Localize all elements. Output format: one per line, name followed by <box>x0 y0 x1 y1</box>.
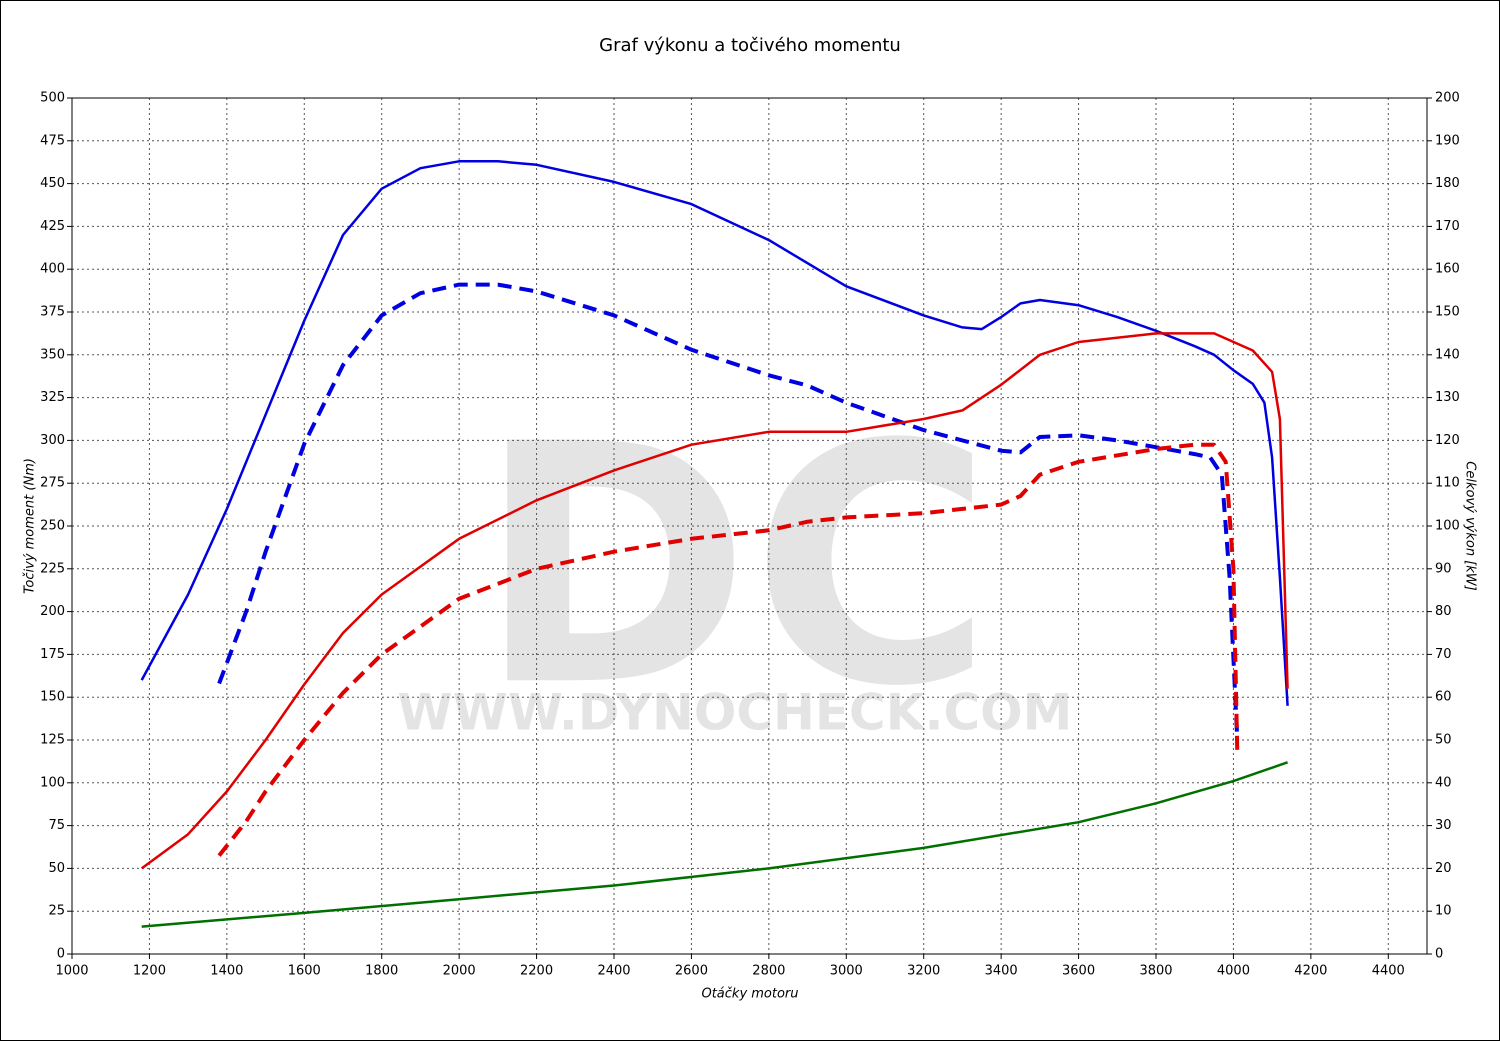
series-line <box>217 442 1240 857</box>
y-tick-label: 0 <box>57 947 65 962</box>
y-tick-label: 50 <box>48 861 65 876</box>
y-tick-label: 225 <box>40 561 65 576</box>
x-tick-label: 1400 <box>210 964 243 979</box>
x-tick-label: 1800 <box>365 964 398 979</box>
x-tick-label: 3000 <box>830 964 863 979</box>
x-tick-label: 1000 <box>55 964 88 979</box>
x-tick-label: 3200 <box>907 964 940 979</box>
x-tick-label: 1200 <box>133 964 166 979</box>
x-tick-label: 3400 <box>985 964 1018 979</box>
x-tick-label: 2600 <box>675 964 708 979</box>
y2-tick-label: 30 <box>1435 818 1452 833</box>
y-axis-title: Točivý moment (Nm) <box>23 458 38 594</box>
x-tick-label: 3800 <box>1139 964 1172 979</box>
y-tick-label: 400 <box>40 262 65 277</box>
series-line <box>140 160 1289 706</box>
y2-tick-label: 70 <box>1435 647 1452 662</box>
y-tick-label: 175 <box>40 647 65 662</box>
x-tick-label: 2400 <box>597 964 630 979</box>
y2-tick-label: 40 <box>1435 775 1452 790</box>
y2-tick-label: 170 <box>1435 219 1460 234</box>
y2-tick-label: 20 <box>1435 861 1452 876</box>
y2-tick-label: 120 <box>1435 433 1460 448</box>
y2-tick-label: 80 <box>1435 604 1452 619</box>
y-tick-label: 300 <box>40 433 65 448</box>
y-tick-label: 375 <box>40 305 65 320</box>
series-line <box>140 332 1289 870</box>
y2-tick-label: 0 <box>1435 947 1443 962</box>
y-tick-label: 350 <box>40 347 65 362</box>
y2-tick-label: 110 <box>1435 476 1460 491</box>
y2-tick-label: 50 <box>1435 733 1452 748</box>
x-tick-label: 2200 <box>520 964 553 979</box>
x-tick-label: 4200 <box>1294 964 1327 979</box>
x-axis-title: Otáčky motoru <box>701 987 798 1002</box>
y2-tick-label: 200 <box>1435 91 1460 106</box>
y-tick-label: 150 <box>40 690 65 705</box>
y2-tick-label: 180 <box>1435 176 1460 191</box>
x-tick-label: 1600 <box>288 964 321 979</box>
y-tick-label: 325 <box>40 390 65 405</box>
y2-axis-title: Celkový výkon [kW] <box>1463 461 1478 590</box>
y2-tick-label: 150 <box>1435 305 1460 320</box>
y2-tick-label: 90 <box>1435 561 1452 576</box>
plot-border <box>71 97 1428 955</box>
y-tick-label: 450 <box>40 176 65 191</box>
x-tick-label: 2000 <box>443 964 476 979</box>
y2-tick-label: 160 <box>1435 262 1460 277</box>
y2-tick-label: 60 <box>1435 690 1452 705</box>
y-tick-label: 75 <box>48 818 65 833</box>
series-line <box>217 282 1240 741</box>
y-tick-label: 425 <box>40 219 65 234</box>
y-tick-label: 500 <box>40 91 65 106</box>
y2-tick-label: 100 <box>1435 519 1460 534</box>
y2-tick-label: 140 <box>1435 347 1460 362</box>
y-tick-label: 125 <box>40 733 65 748</box>
y-tick-label: 275 <box>40 476 65 491</box>
y-tick-label: 25 <box>48 904 65 919</box>
x-tick-label: 4400 <box>1372 964 1405 979</box>
series-line <box>141 761 1289 928</box>
x-tick-label: 4000 <box>1217 964 1250 979</box>
y-tick-label: 475 <box>40 133 65 148</box>
x-tick-label: 2800 <box>752 964 785 979</box>
x-tick-label: 3600 <box>1062 964 1095 979</box>
watermark-url: WWW.DYNOCHECK.COM <box>398 684 1073 742</box>
y2-tick-label: 130 <box>1435 390 1460 405</box>
y2-tick-label: 190 <box>1435 133 1460 148</box>
y-tick-label: 100 <box>40 775 65 790</box>
y-tick-label: 200 <box>40 604 65 619</box>
y2-tick-label: 10 <box>1435 904 1452 919</box>
chart-title: Graf výkonu a točivého momentu <box>599 35 901 56</box>
y-tick-label: 250 <box>40 519 65 534</box>
